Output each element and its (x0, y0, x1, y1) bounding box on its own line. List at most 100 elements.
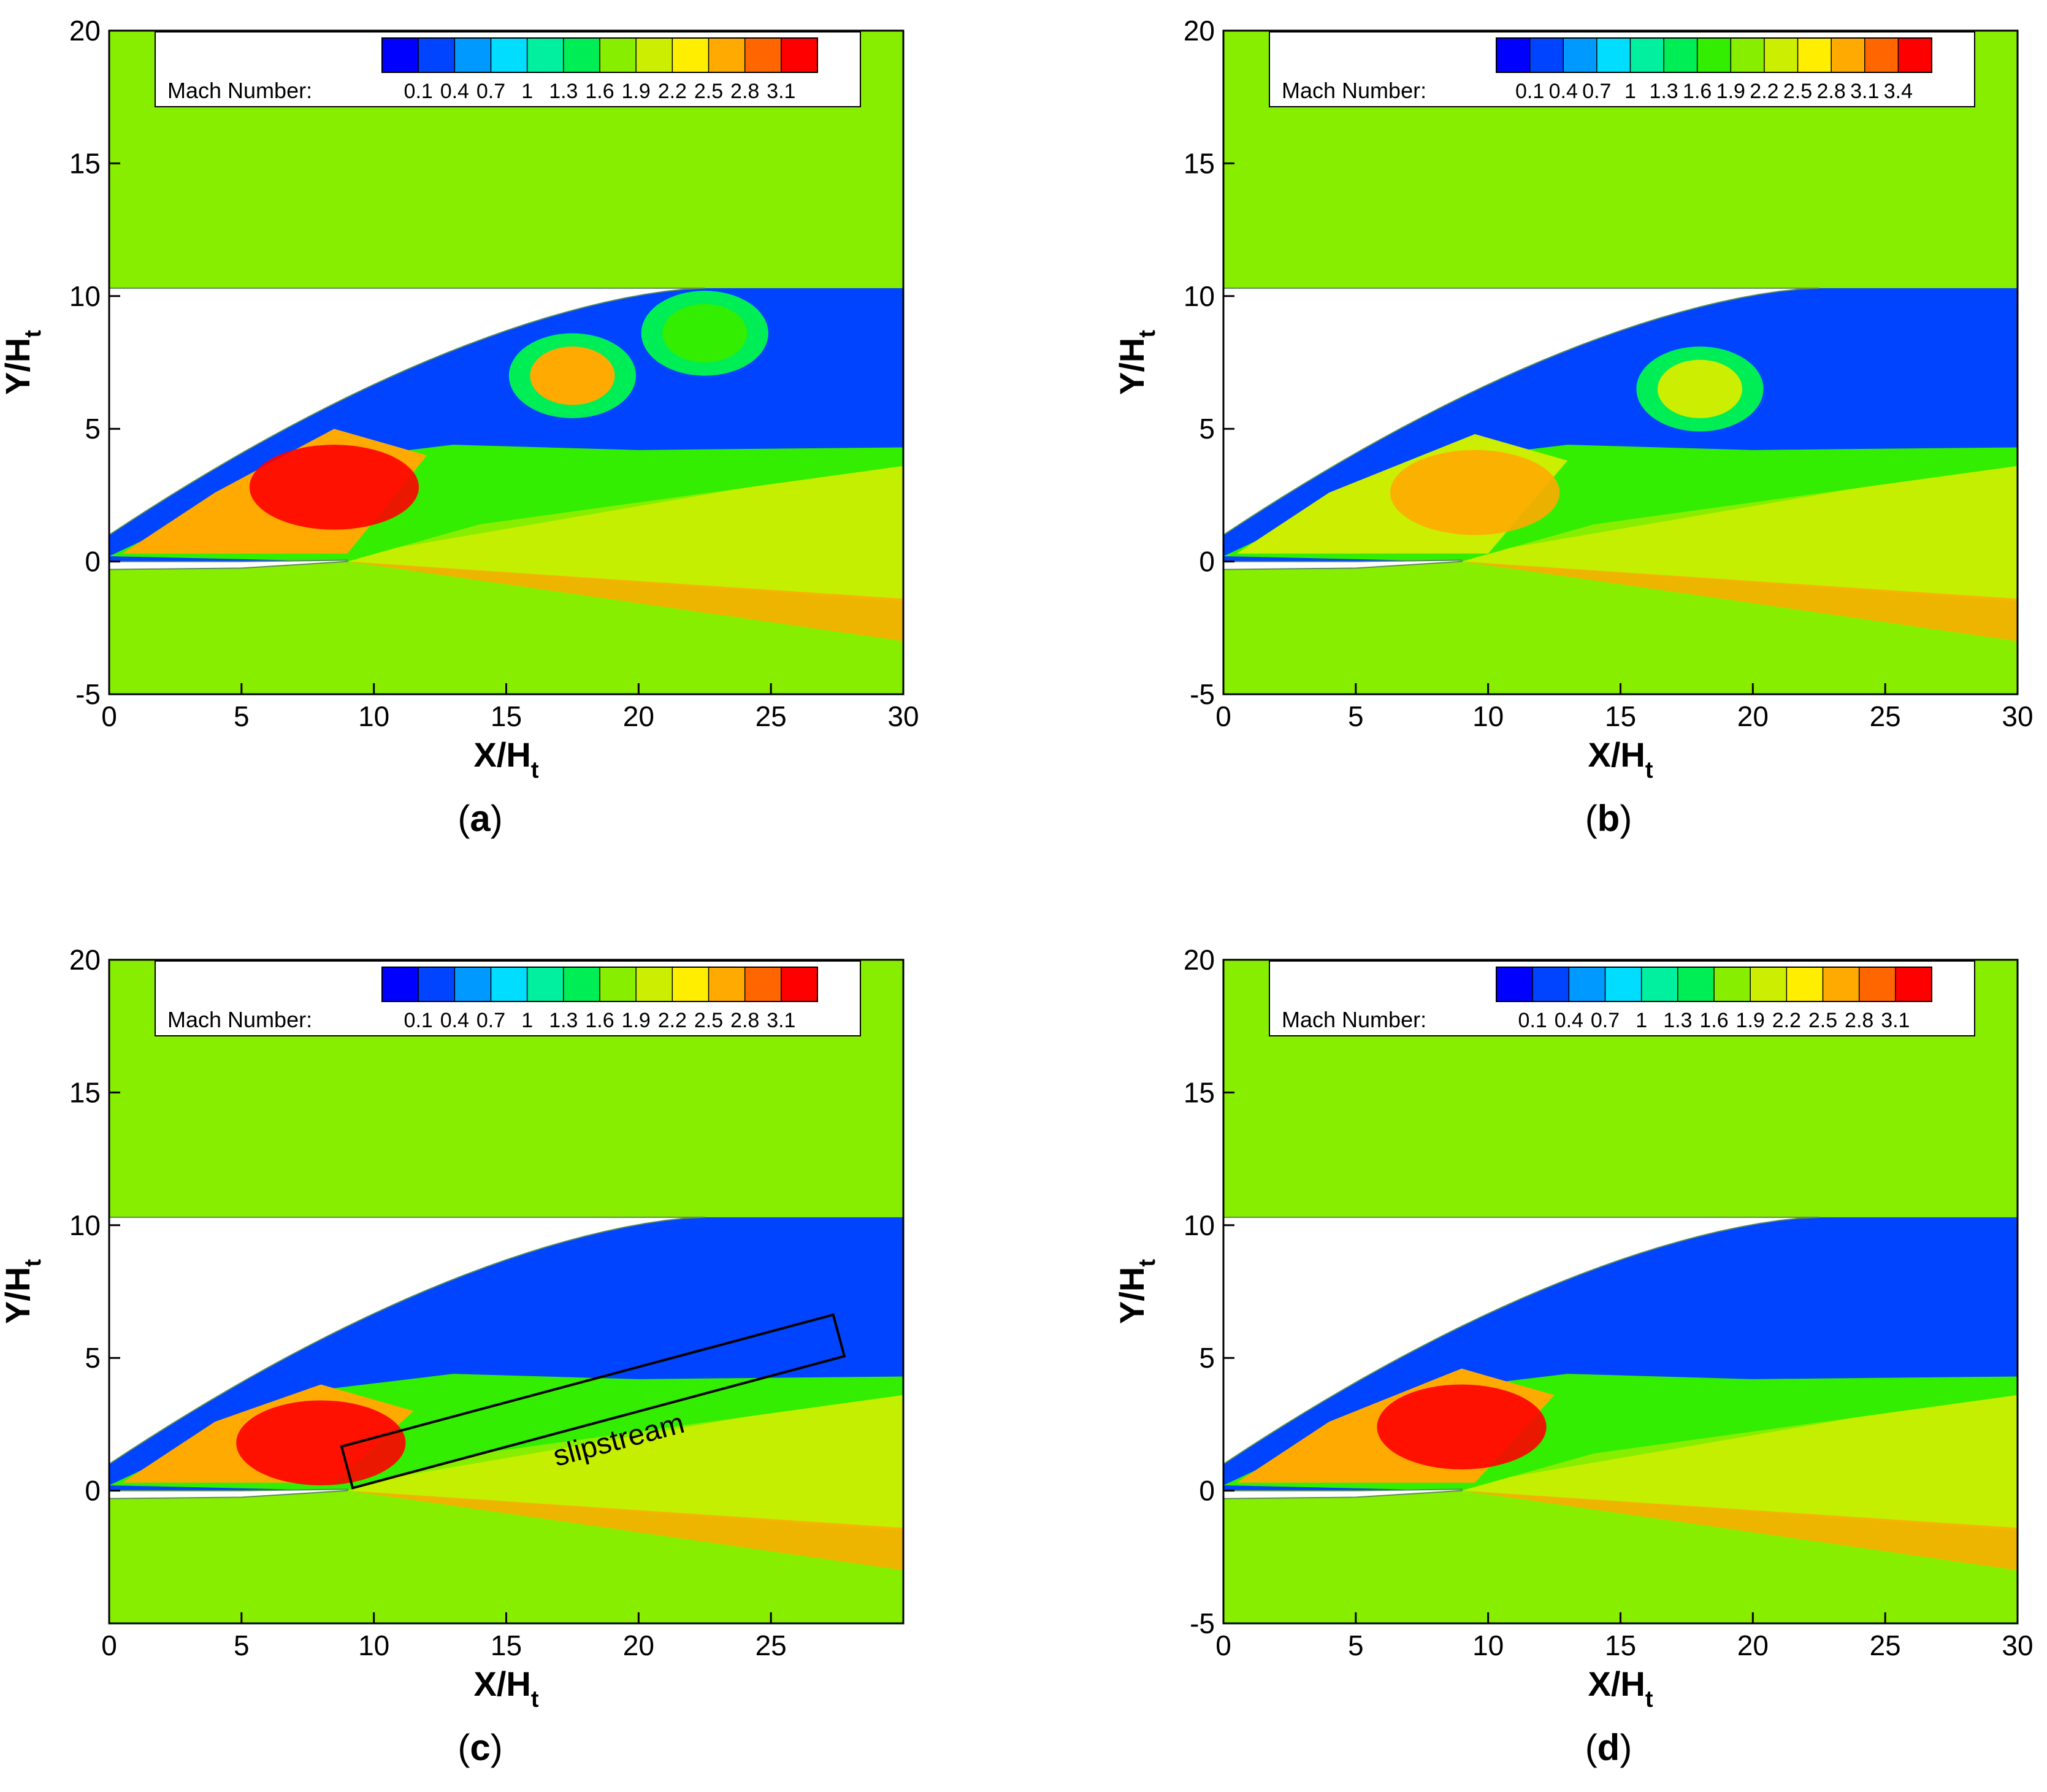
mach-field (1223, 960, 2018, 1623)
colorbar-label: Mach Number: (167, 1007, 312, 1032)
colorbar-tick-label: 1.6 (585, 1009, 614, 1032)
x-tick-label: 20 (1737, 1629, 1769, 1661)
colorbar-tick-label: 3.1 (767, 80, 795, 103)
colorbar-tick-label: 2.2 (1750, 80, 1778, 103)
expansion-core (236, 1400, 406, 1485)
colorbar-tick-label: 3.1 (1850, 80, 1879, 103)
nozzle-body (109, 1217, 705, 1465)
y-tick-label: 15 (69, 147, 101, 179)
colorbar-tick-label: 2.8 (1817, 80, 1846, 103)
y-axis-label: Y/Ht (0, 1259, 46, 1324)
y-tick-label: 5 (85, 1342, 101, 1374)
colorbar-tick-label: 2.5 (1783, 80, 1812, 103)
colorbar-swatch (600, 967, 637, 1001)
colorbar-tick-label: 1.3 (549, 1009, 578, 1032)
colorbar-tick-label: 0.1 (1515, 80, 1544, 103)
colorbar-swatch (418, 38, 456, 72)
colorbar-tick-label: 1.3 (549, 80, 578, 103)
colorbar-tick-label: 1.6 (1699, 1009, 1728, 1032)
x-tick-label: 30 (2002, 700, 2033, 732)
lower-expansion-region (347, 561, 903, 641)
colorbar-swatch (1677, 967, 1715, 1001)
colorbar-tick-label: 0.7 (1582, 80, 1611, 103)
colorbar-swatch (1714, 967, 1751, 1001)
colorbar-swatch (672, 967, 710, 1001)
x-tick-label: 10 (1472, 1629, 1504, 1661)
x-tick-label: 20 (623, 1629, 654, 1661)
nozzle-wall (1223, 1216, 1819, 1465)
shock-cell (1657, 359, 1743, 418)
x-tick-label: 25 (756, 1629, 787, 1661)
colorbar-swatch (672, 38, 710, 72)
panel-caption: (d) (1585, 1727, 1632, 1768)
colorbar-swatch (1864, 38, 1899, 72)
colorbar-swatch (600, 38, 637, 72)
y-tick-label: 20 (69, 15, 101, 47)
mach-field (109, 960, 903, 1623)
x-tick-label: 0 (101, 1629, 117, 1661)
plug-body (1223, 1488, 1463, 1499)
panel-caption: (b) (1585, 798, 1632, 839)
y-tick-label: 15 (1184, 147, 1215, 179)
colorbar-tick-label: 0.4 (1549, 80, 1578, 103)
x-tick-label: 10 (1472, 700, 1504, 732)
colorbar-swatch (382, 967, 419, 1001)
colorbar-swatch (1605, 967, 1642, 1001)
colorbar-swatch (781, 38, 818, 72)
nozzle-body (109, 288, 705, 535)
x-tick-label: 25 (1870, 700, 1901, 732)
colorbar-tick-label: 1 (1624, 80, 1636, 103)
colorbar-tick-label: 0.7 (1591, 1009, 1620, 1032)
colorbar-label: Mach Number: (1282, 78, 1426, 103)
plug-body (109, 1488, 348, 1499)
colorbar-swatch (1786, 967, 1824, 1001)
slipstream-outline (340, 1313, 846, 1490)
colorbar-swatch (1731, 38, 1765, 72)
colorbar-swatch (563, 38, 600, 72)
x-axis-label: X/Ht (1588, 1664, 1653, 1712)
colorbar-tick-label: 0.1 (404, 80, 433, 103)
colorbar-label: Mach Number: (1282, 1007, 1426, 1032)
colorbar-swatch (1569, 967, 1606, 1001)
colorbar-tick-label: 0.4 (440, 80, 469, 103)
colorbar-tick-label: 1 (521, 80, 533, 103)
colorbar-tick-label: 0.7 (476, 80, 505, 103)
panel-caption: (a) (457, 798, 502, 839)
colorbar-swatch (454, 967, 492, 1001)
y-tick-label: 10 (1184, 1209, 1215, 1241)
x-tick-label: 15 (491, 1629, 522, 1661)
y-tick-label: 5 (1199, 413, 1215, 445)
colorbar-tick-label: 2.2 (658, 1009, 687, 1032)
x-tick-label: 15 (1605, 1629, 1636, 1661)
y-tick-label: 15 (69, 1076, 101, 1108)
x-tick-label: 0 (1215, 1629, 1231, 1661)
plug-body (1223, 559, 1463, 570)
x-tick-label: 20 (623, 700, 654, 732)
nozzle-body (1223, 288, 1819, 535)
colorbar-swatch (1797, 38, 1832, 72)
colorbar-frame (381, 967, 818, 1002)
y-axis-label: Y/Ht (1112, 330, 1160, 395)
colorbar-tick-label: 2.2 (658, 80, 687, 103)
x-tick-label: 30 (887, 700, 919, 732)
colorbar-swatch (636, 38, 673, 72)
colorbar-label: Mach Number: (167, 78, 312, 103)
colorbar-swatch (418, 967, 456, 1001)
x-tick-label: 5 (1348, 700, 1364, 732)
x-axis-label: X/Ht (473, 1664, 538, 1712)
y-tick-label: 0 (1199, 1475, 1215, 1507)
y-tick-label: 0 (1199, 546, 1215, 578)
colorbar-tick-label: 1.9 (1716, 80, 1745, 103)
colorbar-swatch (636, 967, 673, 1001)
colorbar-tick-label: 3.1 (1881, 1009, 1910, 1032)
colorbar-tick-label: 2.2 (1772, 1009, 1801, 1032)
y-tick-label: 5 (85, 413, 101, 445)
colorbar-tick-label: 1.9 (622, 80, 651, 103)
nozzle-wall (109, 1216, 705, 1465)
x-tick-label: 15 (1605, 700, 1636, 732)
colorbar-tick-label: 1.6 (1683, 80, 1712, 103)
y-tick-label: 20 (1184, 944, 1215, 976)
